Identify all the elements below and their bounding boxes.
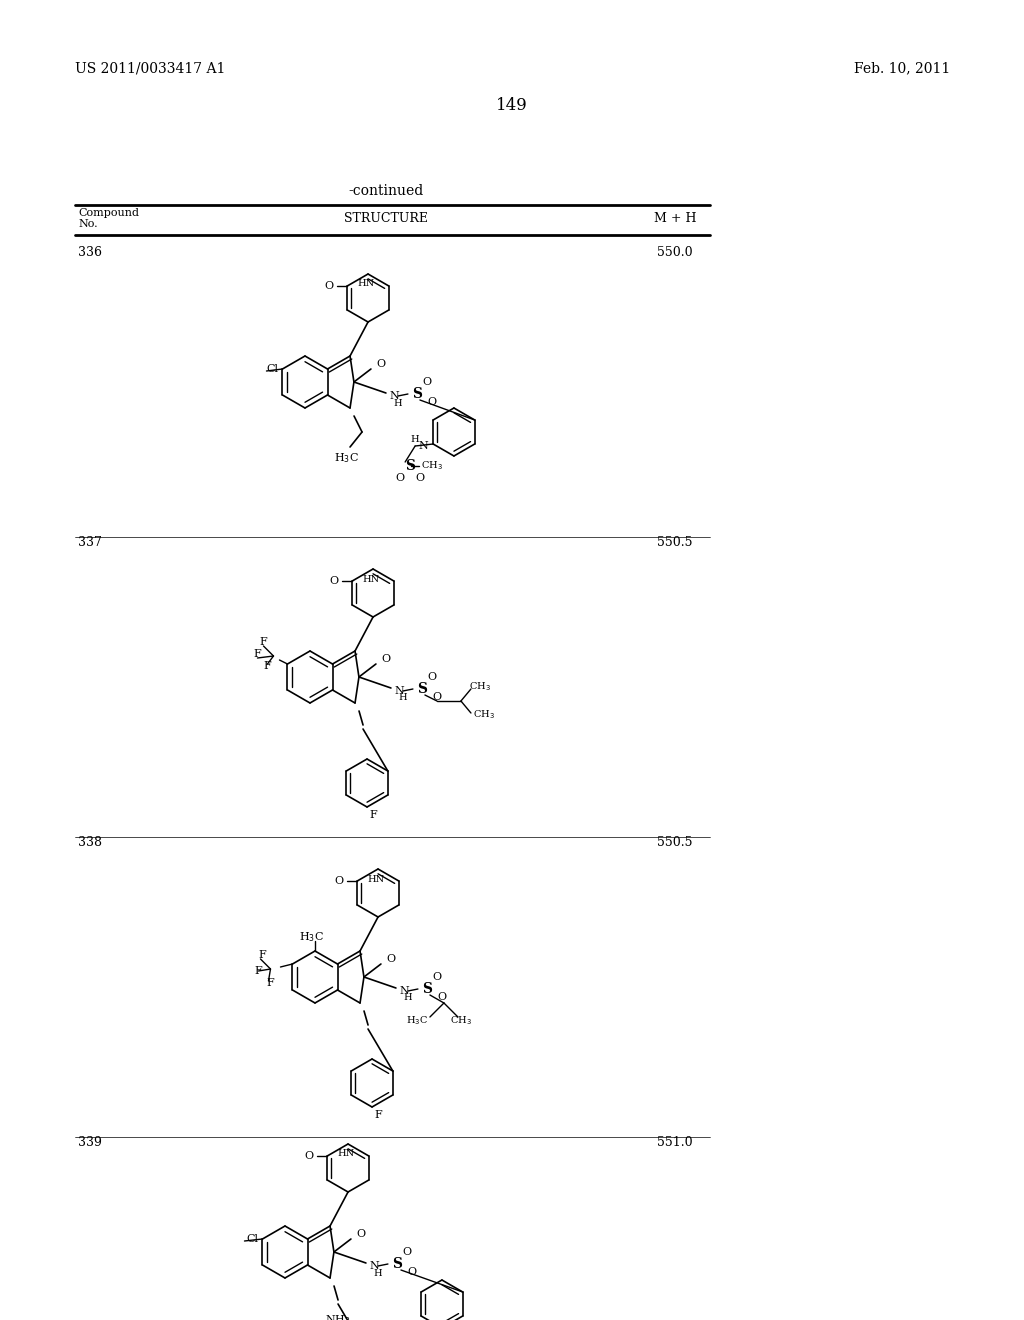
- Text: 551.0: 551.0: [657, 1135, 693, 1148]
- Text: Cl: Cl: [266, 364, 279, 374]
- Text: No.: No.: [78, 219, 97, 228]
- Text: N: N: [400, 986, 410, 997]
- Text: F: F: [266, 978, 274, 987]
- Text: H: H: [411, 434, 419, 444]
- Text: F: F: [263, 661, 271, 671]
- Text: US 2011/0033417 A1: US 2011/0033417 A1: [75, 61, 225, 75]
- Text: 336: 336: [78, 246, 102, 259]
- Text: S: S: [406, 459, 415, 473]
- Text: F: F: [254, 649, 261, 659]
- Text: CH$_3$: CH$_3$: [450, 1015, 472, 1027]
- Text: N: N: [390, 391, 399, 401]
- Text: H$_3$C: H$_3$C: [334, 451, 358, 465]
- Text: S: S: [422, 982, 432, 997]
- Text: O: O: [432, 692, 441, 702]
- Text: 149: 149: [496, 96, 528, 114]
- Text: H: H: [398, 693, 407, 702]
- Text: H: H: [393, 399, 401, 408]
- Text: CH$_3$: CH$_3$: [473, 709, 495, 722]
- Text: HN: HN: [357, 280, 375, 289]
- Text: CH$_3$: CH$_3$: [469, 681, 490, 693]
- Text: Cl: Cl: [247, 1234, 258, 1243]
- Text: F: F: [255, 966, 262, 975]
- Text: F: F: [259, 638, 267, 647]
- Text: Feb. 10, 2011: Feb. 10, 2011: [854, 61, 950, 75]
- Text: M + H: M + H: [653, 213, 696, 226]
- Text: HN: HN: [368, 874, 385, 883]
- Text: STRUCTURE: STRUCTURE: [344, 213, 428, 226]
- Text: O: O: [381, 653, 390, 664]
- Text: F: F: [374, 1110, 382, 1119]
- Text: NH$_2$: NH$_2$: [326, 1313, 351, 1320]
- Text: 339: 339: [78, 1135, 101, 1148]
- Text: -continued: -continued: [348, 183, 424, 198]
- Text: N: N: [419, 441, 428, 451]
- Text: 550.0: 550.0: [657, 246, 693, 259]
- Text: O: O: [356, 1229, 366, 1239]
- Text: O: O: [304, 1151, 313, 1162]
- Text: O: O: [432, 972, 441, 982]
- Text: O: O: [395, 473, 404, 483]
- Text: F: F: [369, 810, 377, 820]
- Text: O: O: [427, 672, 436, 682]
- Text: O: O: [427, 397, 436, 407]
- Text: 550.5: 550.5: [657, 836, 693, 849]
- Text: HN: HN: [362, 574, 380, 583]
- Text: S: S: [412, 387, 422, 401]
- Text: O: O: [415, 473, 424, 483]
- Text: 337: 337: [78, 536, 101, 549]
- Text: F: F: [258, 950, 266, 960]
- Text: 338: 338: [78, 836, 102, 849]
- Text: H$_3$C: H$_3$C: [406, 1015, 428, 1027]
- Text: H: H: [373, 1269, 382, 1278]
- Text: N: N: [370, 1261, 380, 1271]
- Text: O: O: [325, 281, 333, 290]
- Text: O: O: [402, 1247, 411, 1257]
- Text: O: O: [407, 1267, 416, 1276]
- Text: CH$_3$: CH$_3$: [421, 459, 443, 473]
- Text: Compound: Compound: [78, 209, 139, 218]
- Text: S: S: [392, 1257, 402, 1271]
- Text: N: N: [395, 686, 404, 696]
- Text: HN: HN: [338, 1150, 355, 1159]
- Text: 550.5: 550.5: [657, 536, 693, 549]
- Text: O: O: [386, 954, 395, 964]
- Text: H: H: [402, 994, 412, 1002]
- Text: O: O: [329, 576, 338, 586]
- Text: O: O: [422, 378, 431, 387]
- Text: H$_3$C: H$_3$C: [299, 931, 324, 944]
- Text: O: O: [376, 359, 385, 370]
- Text: S: S: [417, 682, 427, 696]
- Text: O: O: [334, 876, 343, 886]
- Text: O: O: [437, 993, 446, 1002]
